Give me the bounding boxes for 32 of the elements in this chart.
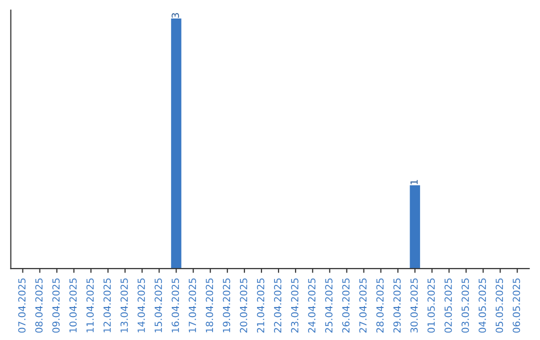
x-tick-label: 05.05.2025 (496, 278, 504, 333)
x-tick-label: 26.04.2025 (342, 278, 350, 333)
x-tick-label: 16.04.2025 (172, 278, 180, 332)
x-tick-label: 10.04.2025 (69, 278, 77, 332)
x-tick-label: 30.04.2025 (410, 278, 418, 333)
x-tick-label: 25.04.2025 (325, 278, 333, 333)
x-tick-label: 12.04.2025 (103, 278, 111, 332)
x-tick-label: 29.04.2025 (393, 278, 401, 333)
x-tick-label: 02.05.2025 (444, 278, 452, 333)
x-tick-label: 17.04.2025 (188, 278, 196, 332)
x-tick-label: 15.04.2025 (154, 278, 162, 332)
x-tick-label: 08.04.2025 (35, 278, 43, 333)
x-tick-label: 01.05.2025 (427, 278, 435, 333)
x-tick-label: 28.04.2025 (376, 278, 384, 333)
x-tick-label: 04.05.2025 (478, 278, 486, 333)
x-tick-label: 11.04.2025 (86, 278, 94, 332)
data-label: 3 (172, 13, 180, 18)
x-tick-label: 07.04.2025 (18, 278, 26, 333)
x-tick-label: 14.04.2025 (138, 278, 145, 332)
x-tick-label: 03.05.2025 (462, 278, 469, 333)
x-tick-label: 24.04.2025 (308, 278, 316, 333)
data-label: 1 (410, 180, 418, 184)
x-tick-label: 09.04.2025 (52, 278, 60, 333)
x-tick-label: 06.05.2025 (512, 278, 520, 333)
x-tick-label: 27.04.2025 (359, 278, 367, 333)
x-tick-label: 23.04.2025 (291, 278, 298, 333)
x-tick-label: 18.04.2025 (206, 278, 214, 332)
x-tick-label: 13.04.2025 (120, 278, 128, 332)
x-tick-label: 21.04.2025 (256, 278, 264, 333)
x-tick-label: 20.04.2025 (240, 278, 248, 333)
x-tick-label: 19.04.2025 (222, 278, 230, 332)
x-tick-label: 22.04.2025 (274, 278, 282, 333)
